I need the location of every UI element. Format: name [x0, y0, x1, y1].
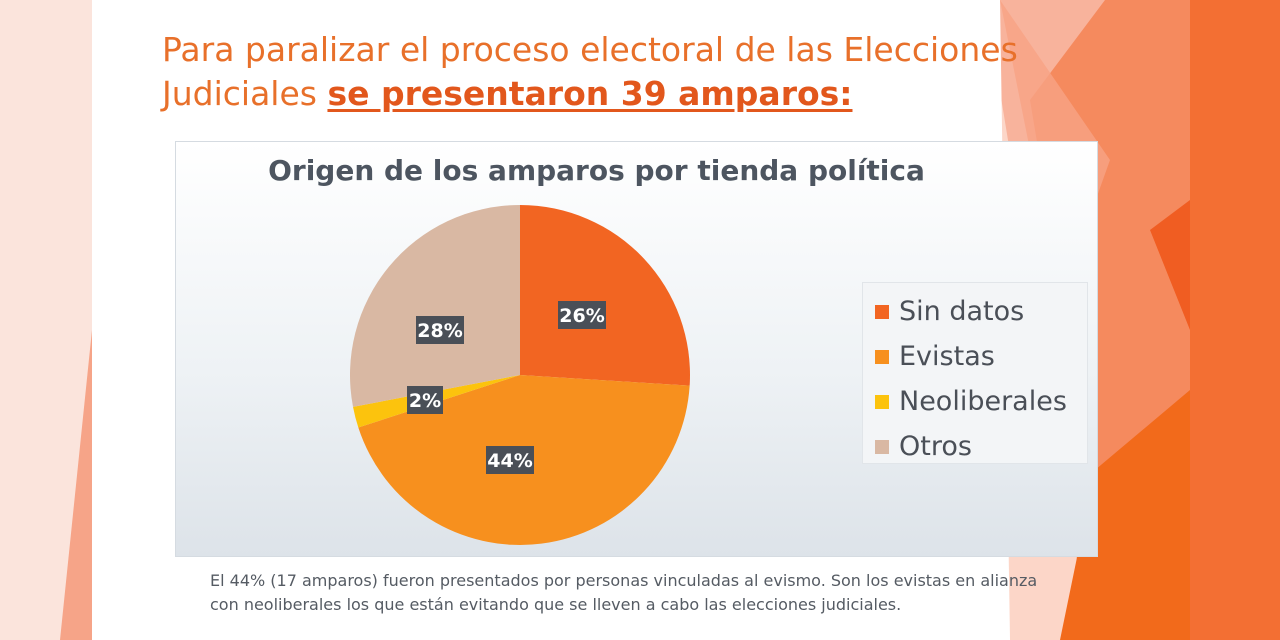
legend-swatch: [875, 304, 889, 319]
legend-label: Evistas: [899, 341, 995, 372]
legend-swatch: [875, 394, 889, 409]
left-band-light: [0, 0, 92, 640]
data-label-box: [558, 301, 606, 329]
legend-label: Sin datos: [899, 296, 1025, 327]
slide-title-emphasis: se presentaron 39 amparos:: [327, 74, 853, 113]
pie-slice-otros: [350, 205, 520, 407]
data-label-neoliberales: 2%: [407, 386, 443, 414]
data-label-box: [407, 386, 443, 414]
chart-panel: Origen de los amparos por tienda polític…: [175, 141, 1098, 557]
data-label-otros: 28%: [416, 316, 464, 344]
legend-item-sin-datos: Sin datos: [875, 289, 1087, 334]
slide-title: Para paralizar el proceso electoral de l…: [162, 28, 1082, 116]
data-label-box: [486, 446, 534, 474]
data-label-box: [416, 316, 464, 344]
legend-swatch: [875, 349, 889, 364]
slide-caption: El 44% (17 amparos) fueron presentados p…: [210, 571, 1038, 614]
legend-label: Otros: [899, 431, 972, 462]
legend-item-evistas: Evistas: [875, 334, 1087, 379]
right-facet-dark: [1060, 390, 1190, 640]
data-label-text: 2%: [409, 390, 441, 412]
chart-title-wrap: Origen de los amparos por tienda polític…: [176, 154, 1097, 187]
data-label-text: 28%: [417, 320, 462, 342]
chart-title: Origen de los amparos por tienda polític…: [268, 154, 925, 187]
pie-chart: 26% 44% 2% 28%: [350, 205, 690, 545]
left-shard: [60, 330, 92, 640]
data-label-evistas: 44%: [486, 446, 534, 474]
data-label-sin-datos: 26%: [558, 301, 606, 329]
right-facet-deep: [1190, 0, 1280, 640]
data-label-text: 44%: [487, 450, 532, 472]
legend-swatch: [875, 439, 889, 454]
chart-legend: Sin datos Evistas Neoliberales Otros: [862, 282, 1088, 464]
pie-slice-sin-datos: [520, 205, 690, 386]
legend-label: Neoliberales: [899, 386, 1067, 417]
slide-title-text: Para paralizar el proceso electoral de l…: [162, 30, 1018, 113]
legend-item-otros: Otros: [875, 424, 1087, 469]
data-label-text: 26%: [559, 305, 604, 327]
legend-item-neoliberales: Neoliberales: [875, 379, 1087, 424]
right-facet-accent: [1150, 200, 1190, 330]
